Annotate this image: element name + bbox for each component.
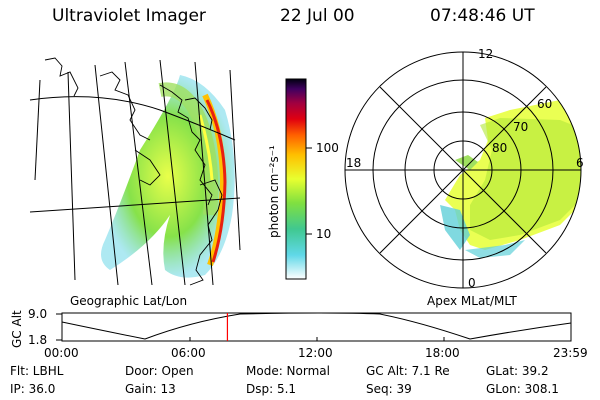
colorbar-unit-label: photon cm⁻²s⁻¹ [267,145,281,238]
info-dsp: Dsp: 5.1 [246,382,297,396]
timeline-ylabel: GC Alt [10,310,24,348]
info-door: Door: Open [125,364,194,378]
timeline-ytick-high: 9.0 [28,307,48,321]
info-glon: GLon: 308.1 [486,382,559,396]
timeline-xtick-1200: 12:00 [298,346,333,360]
time-label: 07:48:46 UT [430,6,535,26]
mlt-label-6: 6 [576,156,584,170]
colorbar [285,78,312,280]
geographic-map [29,57,241,286]
geographic-caption: Geographic Lat/Lon [70,294,188,308]
polar-plot [344,51,582,289]
info-ip: IP: 36.0 [10,382,56,396]
lat-label-70: 70 [513,120,529,134]
info-seq: Seq: 39 [366,382,412,396]
altitude-timeline [56,312,572,342]
info-mode: Mode: Normal [246,364,330,378]
timeline-xtick-0600: 06:00 [171,346,206,360]
mlt-label-18: 18 [346,156,362,170]
info-filter: Flt: LBHL [10,364,64,378]
info-gain: Gain: 13 [125,382,176,396]
lat-label-60: 60 [537,97,553,111]
timeline-xtick-2359: 23:59 [553,346,588,360]
info-gc-alt: GC Alt: 7.1 Re [366,364,450,378]
timeline-xtick-0000: 00:00 [44,346,79,360]
mlt-label-0: 0 [468,276,476,290]
date-label: 22 Jul 00 [280,6,355,26]
mlt-label-12: 12 [478,47,494,61]
lat-label-80: 80 [492,141,508,155]
instrument-title: Ultraviolet Imager [52,6,206,26]
colorbar-tick-10: 10 [316,227,332,241]
colorbar-tick-100: 100 [316,141,339,155]
info-glat: GLat: 39.2 [486,364,549,378]
timeline-xtick-1800: 18:00 [425,346,460,360]
timeline-ytick-low: 1.8 [28,333,48,347]
apex-caption: Apex MLat/MLT [427,294,517,308]
